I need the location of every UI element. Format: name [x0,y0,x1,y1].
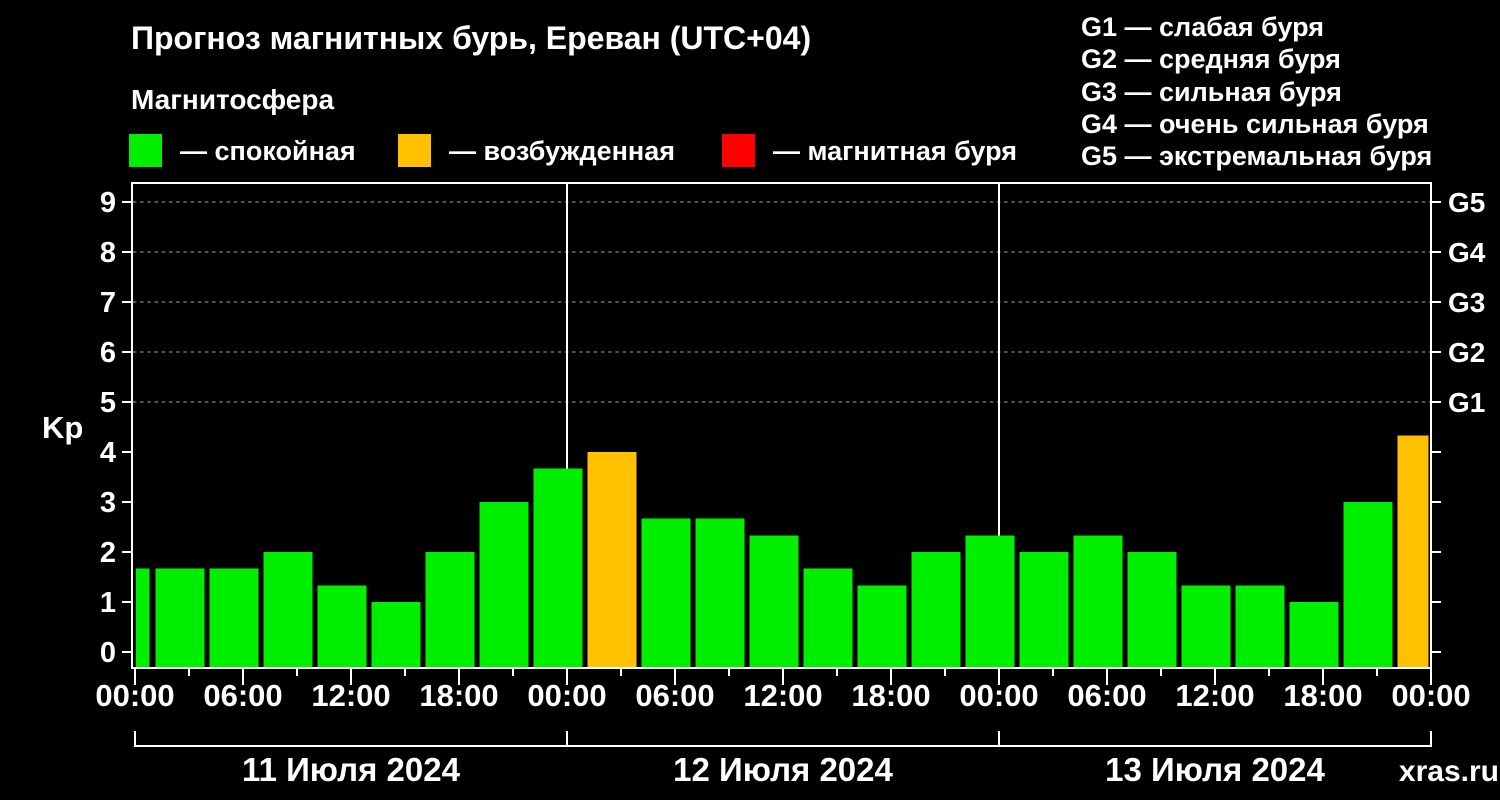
svg-text:— магнитная буря: — магнитная буря [773,136,1017,166]
svg-text:G2: G2 [1448,337,1485,368]
svg-text:12 Июля 2024: 12 Июля 2024 [673,751,893,788]
svg-text:— возбужденная: — возбужденная [449,136,675,166]
svg-text:2: 2 [100,537,116,569]
svg-text:Kp: Kp [42,410,83,445]
svg-text:00:00: 00:00 [527,678,606,713]
svg-text:1: 1 [100,587,116,619]
svg-text:00:00: 00:00 [959,678,1038,713]
svg-text:5: 5 [100,387,116,419]
svg-text:G1 — слабая буря: G1 — слабая буря [1081,12,1324,42]
svg-text:7: 7 [100,287,116,319]
svg-text:G2 — средняя буря: G2 — средняя буря [1081,44,1341,74]
svg-text:13 Июля 2024: 13 Июля 2024 [1105,751,1325,788]
svg-text:G1: G1 [1448,387,1485,418]
svg-text:18:00: 18:00 [1283,678,1362,713]
svg-text:Магнитосфера: Магнитосфера [131,84,334,115]
svg-text:12:00: 12:00 [311,678,390,713]
svg-text:6: 6 [100,337,116,369]
svg-text:12:00: 12:00 [1175,678,1254,713]
svg-text:11 Июля 2024: 11 Июля 2024 [242,751,461,788]
svg-text:G3: G3 [1448,287,1485,318]
svg-text:xras.ru: xras.ru [1399,755,1499,788]
svg-text:00:00: 00:00 [95,678,174,713]
svg-text:G5 — экстремальная буря: G5 — экстремальная буря [1081,141,1432,171]
svg-text:G4 — очень сильная буря: G4 — очень сильная буря [1081,109,1429,139]
svg-text:0: 0 [100,637,116,669]
svg-text:00:00: 00:00 [1391,678,1470,713]
svg-text:G3 — сильная буря: G3 — сильная буря [1081,77,1342,107]
svg-text:4: 4 [100,437,116,469]
svg-text:18:00: 18:00 [419,678,498,713]
svg-text:G4: G4 [1448,237,1486,268]
svg-text:06:00: 06:00 [1067,678,1146,713]
svg-text:06:00: 06:00 [203,678,282,713]
svg-text:9: 9 [100,187,116,219]
svg-text:8: 8 [100,237,116,269]
svg-text:3: 3 [100,487,116,519]
svg-text:— спокойная: — спокойная [180,136,356,166]
svg-text:Прогноз магнитных бурь, Ереван: Прогноз магнитных бурь, Ереван (UTC+04) [131,20,811,56]
svg-text:06:00: 06:00 [635,678,714,713]
svg-text:18:00: 18:00 [851,678,930,713]
svg-text:12:00: 12:00 [743,678,822,713]
svg-text:G5: G5 [1448,187,1485,218]
